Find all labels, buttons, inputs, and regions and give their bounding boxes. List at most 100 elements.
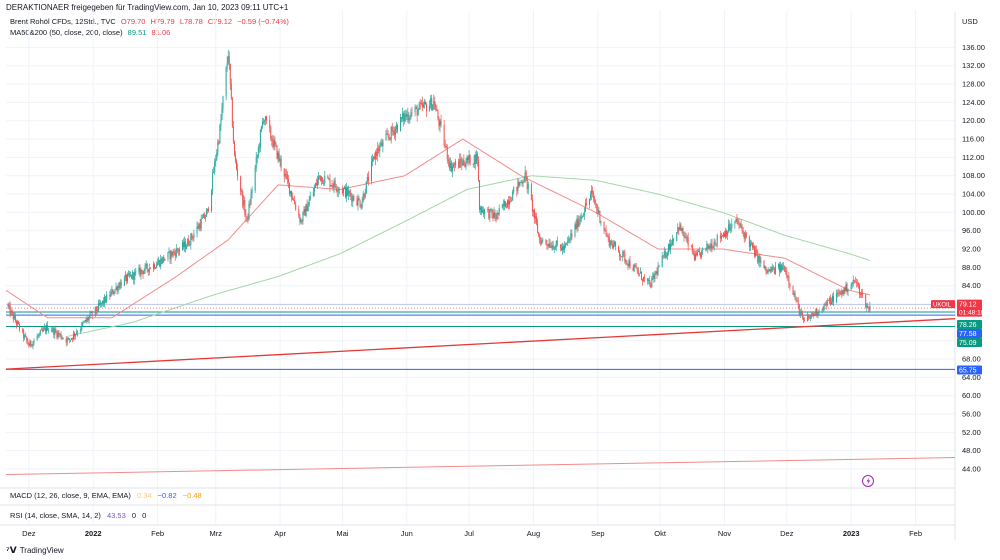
candle-body	[220, 119, 222, 126]
candle-body	[589, 198, 591, 205]
candle-body	[293, 199, 295, 201]
candle-body	[131, 274, 133, 279]
lightning-icon[interactable]	[862, 475, 874, 487]
candle-body	[767, 269, 769, 273]
candle-body	[521, 181, 523, 184]
time-axis[interactable]: Dez 2022 Feb Mrz Apr Mai Jun Jul Aug Sep Okt Nov Dez…	[22, 529, 922, 538]
candle-body	[367, 176, 369, 181]
candle-body	[405, 113, 407, 117]
candle-body	[303, 209, 305, 213]
candle-body	[661, 255, 663, 268]
candle-body	[466, 156, 468, 164]
candle-body	[109, 294, 111, 297]
candle-body	[626, 260, 628, 265]
candle-body	[206, 208, 208, 211]
candle-body	[394, 128, 396, 135]
candle-body	[822, 309, 824, 311]
candle-body	[7, 304, 9, 307]
y-tick-label: 136.00	[962, 43, 985, 52]
candle-body	[686, 237, 688, 239]
candle-body	[710, 243, 712, 248]
candle-body	[590, 194, 592, 199]
macd-legend[interactable]: MACD (12, 26, close, 9, EMA, EMA) 0.34 −…	[10, 491, 206, 500]
candle-body	[417, 109, 419, 116]
y-tick-label: 104.00	[962, 190, 985, 199]
candle-body	[437, 110, 439, 119]
candle-body	[251, 190, 253, 193]
level-label-text: 78.26	[959, 322, 977, 329]
candle-body	[234, 154, 236, 162]
candle-body	[230, 83, 232, 98]
candle-body	[707, 243, 709, 249]
candle-body	[320, 175, 322, 181]
candle-body	[95, 306, 97, 311]
rsi-legend[interactable]: RSI (14, close, SMA, 14, 2) 43.53 0 0	[10, 511, 150, 520]
price-axis[interactable]: 44.0048.0052.0056.0060.0064.0068.0072.00…	[962, 43, 985, 474]
ma-legend[interactable]: MA50&200 (50, close, 200, close) 89.51 8…	[10, 28, 173, 37]
candle-body	[549, 243, 551, 248]
candle-body	[816, 308, 818, 315]
symbol-legend[interactable]: Brent Rohöl CFDs, 12Std., TVC O79.70 H79…	[10, 17, 292, 26]
candle-body	[745, 232, 747, 238]
candle-body	[36, 336, 38, 341]
macd-value-3: −0.48	[182, 491, 202, 500]
candle-body	[648, 280, 650, 281]
candle-body	[231, 97, 233, 127]
candle-body	[663, 251, 665, 257]
candle-body	[682, 228, 684, 236]
chart-grid	[0, 10, 956, 540]
candle-body	[749, 242, 751, 247]
candle-body	[192, 237, 194, 239]
candle-body	[508, 200, 510, 205]
candle-body	[418, 103, 420, 110]
candle-body	[814, 313, 816, 316]
candle-body	[106, 294, 108, 303]
candle-body	[408, 118, 410, 121]
candle-body	[476, 153, 478, 161]
candle-body	[460, 158, 462, 163]
candle-body	[475, 153, 477, 164]
candle-body	[513, 186, 515, 192]
candle-body	[264, 120, 266, 122]
candle-body	[687, 237, 689, 247]
candle-body	[865, 294, 867, 308]
candle-body	[792, 286, 794, 295]
candle-body	[48, 329, 50, 331]
candle-body	[271, 138, 273, 141]
candle-body	[196, 226, 198, 234]
candle-body	[469, 154, 471, 165]
candle-body	[574, 224, 576, 237]
candle-body	[160, 258, 162, 267]
candle-body	[812, 313, 814, 317]
candle-body	[97, 303, 99, 311]
candle-body	[726, 230, 728, 236]
candle-body	[600, 222, 602, 223]
candle-body	[565, 244, 567, 246]
candle-body	[283, 168, 285, 177]
candle-body	[810, 315, 812, 319]
candle-body	[189, 244, 191, 246]
candle-body	[581, 215, 583, 217]
brand-footer[interactable]: ⁷𝗩 TradingView	[6, 545, 64, 556]
level-label-text: 75.09	[959, 340, 977, 347]
candle-body	[809, 317, 811, 319]
candle-body	[866, 305, 868, 308]
candle-body	[673, 239, 675, 241]
candle-body	[277, 152, 279, 159]
candle-body	[331, 185, 333, 187]
candle-body	[729, 224, 731, 231]
candle-body	[374, 156, 376, 160]
candle-body	[671, 243, 673, 245]
candle-body	[198, 224, 200, 229]
candle-body	[110, 291, 112, 297]
y-tick-label: 120.00	[962, 116, 985, 125]
candle-body	[164, 258, 166, 261]
candle-body	[453, 164, 455, 167]
candle-body	[118, 285, 120, 289]
candle-body	[527, 184, 529, 190]
candle-body	[490, 208, 492, 210]
candle-body	[415, 107, 417, 108]
candle-body	[327, 176, 329, 179]
candle-body	[148, 267, 150, 272]
